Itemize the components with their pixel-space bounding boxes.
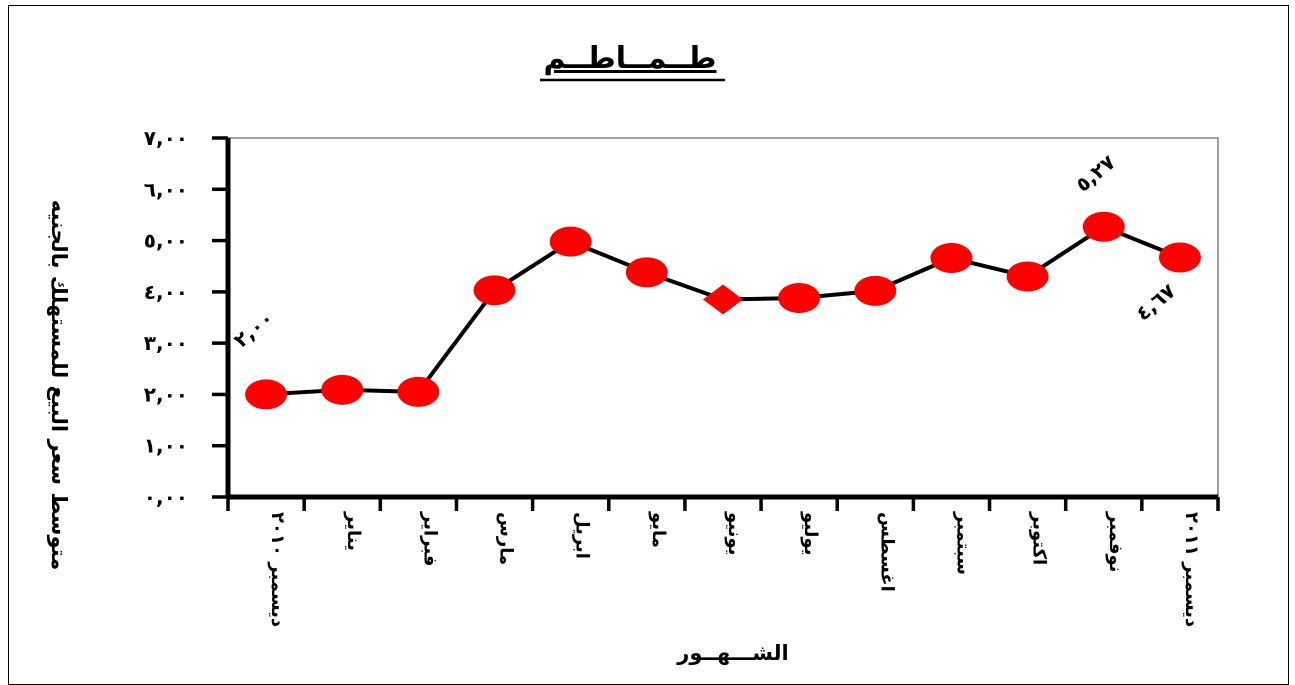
data-point-marker (1006, 261, 1049, 292)
x-tick-label: يناير (343, 511, 364, 551)
data-point-marker (1082, 211, 1125, 242)
y-tick-label: ٣,٠٠ (144, 331, 188, 355)
y-tick-label: ٢,٠٠ (144, 382, 188, 406)
series-layer (245, 211, 1201, 410)
data-point-marker (930, 243, 973, 274)
y-axis-title: متوسط سعر البيع للمستهلك بالجنيه (47, 200, 71, 570)
y-tick-label: ١,٠٠ (144, 434, 188, 458)
x-tick-label: فبراير (419, 511, 440, 566)
data-point-marker (321, 374, 364, 405)
x-tick-label: اكتوبر (1029, 511, 1050, 565)
data-point-marker (854, 275, 897, 306)
labels-layer: ٢,٠٠٥,٢٧٤,٦٧ (229, 150, 1180, 353)
x-tick-label: ديسمبر ٢٠١٠ (267, 512, 288, 627)
y-tick-label: ٧,٠٠ (144, 126, 188, 150)
x-tick-label: نوفمبر (1105, 511, 1126, 572)
y-tick-label: ٤,٠٠ (144, 280, 188, 304)
data-point-marker (703, 284, 743, 315)
x-tick-label: اغسطس (876, 512, 897, 592)
data-point-marker (245, 379, 288, 410)
x-axis-title: الشـــهــور (676, 641, 788, 665)
y-tick-label: ٥,٠٠ (144, 229, 188, 253)
data-point-marker (473, 275, 516, 306)
x-tick-label: ديسمبر ٢٠١١ (1181, 512, 1202, 627)
data-point-marker (1158, 242, 1201, 273)
data-point-marker (397, 376, 440, 407)
x-tick-label: يوليو (800, 511, 821, 555)
x-tick-label: سبتمبر (952, 511, 973, 575)
plot-layer (225, 137, 1219, 500)
y-tick-label: ٦,٠٠ (144, 177, 188, 201)
data-point-marker (625, 257, 668, 288)
x-tick-label: مارس (496, 512, 517, 565)
x-tick-label: ابريل (572, 512, 593, 559)
plot-area (227, 137, 1219, 498)
x-tick-label: يونيو (724, 511, 745, 555)
ticks-layer: ٠,٠٠ ١,٠٠ ٢,٠٠ ٣,٠٠ ٤,٠٠ ٥,٠٠ ٦,٠٠ ٧,٠٠ ديسمبر ٢… (144, 126, 1220, 627)
data-point-marker (778, 283, 821, 314)
chart-title: طــمــاطــم (544, 41, 717, 76)
x-tick-label: مايو (648, 511, 669, 548)
y-tick-label: ٠,٠٠ (144, 485, 188, 509)
data-point-marker (549, 226, 592, 257)
